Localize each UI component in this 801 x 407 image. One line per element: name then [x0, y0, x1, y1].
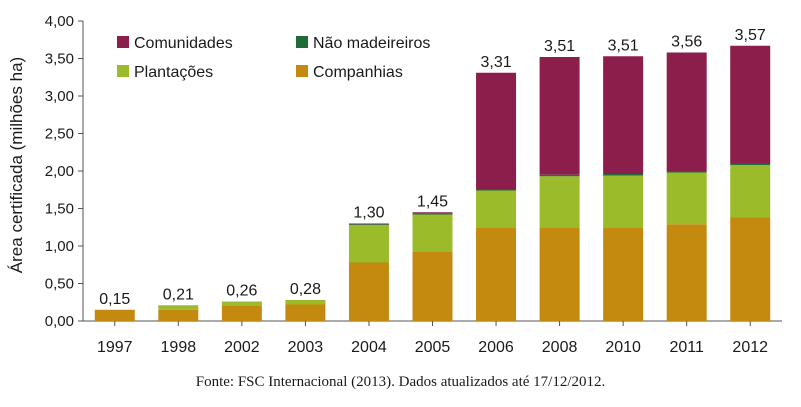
y-tick-label: 2,50: [45, 126, 74, 143]
y-tick-label: 0,50: [45, 276, 74, 293]
bar-segment: [412, 212, 453, 214]
bars: [94, 45, 771, 321]
bar-segment: [285, 300, 326, 305]
data-label: 3,31: [480, 54, 511, 71]
bar-segment: [666, 172, 707, 225]
legend-label: Comunidades: [134, 35, 233, 52]
x-tick-label: 1998: [161, 339, 197, 356]
bar-segment: [730, 45, 771, 164]
data-label: 3,51: [608, 37, 639, 54]
data-label: 0,15: [99, 291, 130, 308]
data-label: 3,56: [671, 34, 702, 51]
bar-segment: [666, 224, 707, 321]
bar-segment: [730, 165, 771, 218]
bar-segment: [603, 175, 644, 228]
y-tick-label: 2,00: [45, 163, 74, 180]
y-tick-label: 4,00: [45, 13, 74, 30]
legend: Comunidades Não madeireiros Plantações Comp…: [117, 35, 430, 81]
bar-segment: [348, 262, 389, 321]
bar-segment: [412, 213, 453, 215]
bar-segment: [539, 228, 580, 321]
data-label: 3,57: [735, 27, 766, 44]
bar-segment: [348, 224, 389, 225]
bar-segment: [666, 52, 707, 171]
bar-segment: [221, 306, 262, 321]
legend-label: Não madeireiros: [313, 35, 430, 52]
bar-segment: [221, 301, 262, 306]
legend-swatch: [117, 36, 129, 48]
legend-swatch: [296, 36, 308, 48]
bar-segment: [730, 217, 771, 321]
bar-segment: [158, 305, 199, 310]
legend-swatch: [296, 65, 308, 77]
x-tick-label: 2012: [732, 339, 768, 356]
bar-segment: [666, 171, 707, 173]
legend-label: Plantações: [134, 64, 213, 81]
data-labels: 0,15 0,21 0,26 0,28 1,30 1,45 3,31 3,51 3,51 3,56…: [99, 27, 766, 308]
axes: 0,00 0,50 1,00 1,50 2,00 2,50 3,00 3,50 4,00 1997…: [45, 13, 782, 356]
y-tick-label: 1,50: [45, 201, 74, 218]
bar-segment: [348, 223, 389, 225]
x-tick-label: 2011: [669, 339, 704, 356]
data-label: 1,30: [353, 205, 384, 222]
x-tick-label: 2008: [542, 339, 578, 356]
x-tick-label: 2003: [288, 339, 324, 356]
y-tick-label: 1,00: [45, 238, 74, 255]
y-tick-label: 0,00: [45, 313, 74, 330]
data-label: 3,51: [544, 38, 575, 55]
bar-segment: [158, 309, 199, 321]
bar-segment: [412, 214, 453, 252]
x-tick-label: 2006: [478, 339, 514, 356]
bar-segment: [476, 189, 517, 191]
x-tick-label: 2005: [415, 339, 451, 356]
source-note: Fonte: FSC Internacional (2013). Dados a…: [195, 374, 606, 390]
bar-segment: [285, 304, 326, 321]
bar-segment: [539, 174, 580, 177]
x-tick-label: 1997: [97, 339, 133, 356]
x-tick-label: 2010: [605, 339, 641, 356]
bar-segment: [348, 225, 389, 263]
legend-swatch: [117, 65, 129, 77]
bar-segment: [412, 252, 453, 321]
bar-segment: [603, 174, 644, 176]
bar-segment: [539, 176, 580, 228]
bar-segment: [603, 56, 644, 174]
data-label: 1,45: [417, 193, 448, 210]
y-axis-label: Área certificada (milhões ha): [7, 57, 26, 273]
x-tick-label: 2002: [224, 339, 260, 356]
x-tick-label: 2004: [351, 339, 387, 356]
y-tick-label: 3,00: [45, 88, 74, 105]
bar-segment: [476, 228, 517, 321]
data-label: 0,28: [290, 281, 321, 298]
data-label: 0,21: [163, 286, 194, 303]
legend-label: Companhias: [313, 64, 403, 81]
data-label: 0,26: [226, 283, 257, 300]
bar-segment: [476, 72, 517, 189]
bar-segment: [476, 190, 517, 228]
bar-segment: [94, 309, 135, 321]
bar-segment: [730, 163, 771, 165]
stacked-bar-chart: 0,00 0,50 1,00 1,50 2,00 2,50 3,00 3,50 4,00 1997…: [7, 13, 782, 356]
bar-segment: [539, 57, 580, 175]
y-tick-label: 3,50: [45, 51, 74, 68]
bar-segment: [603, 228, 644, 321]
